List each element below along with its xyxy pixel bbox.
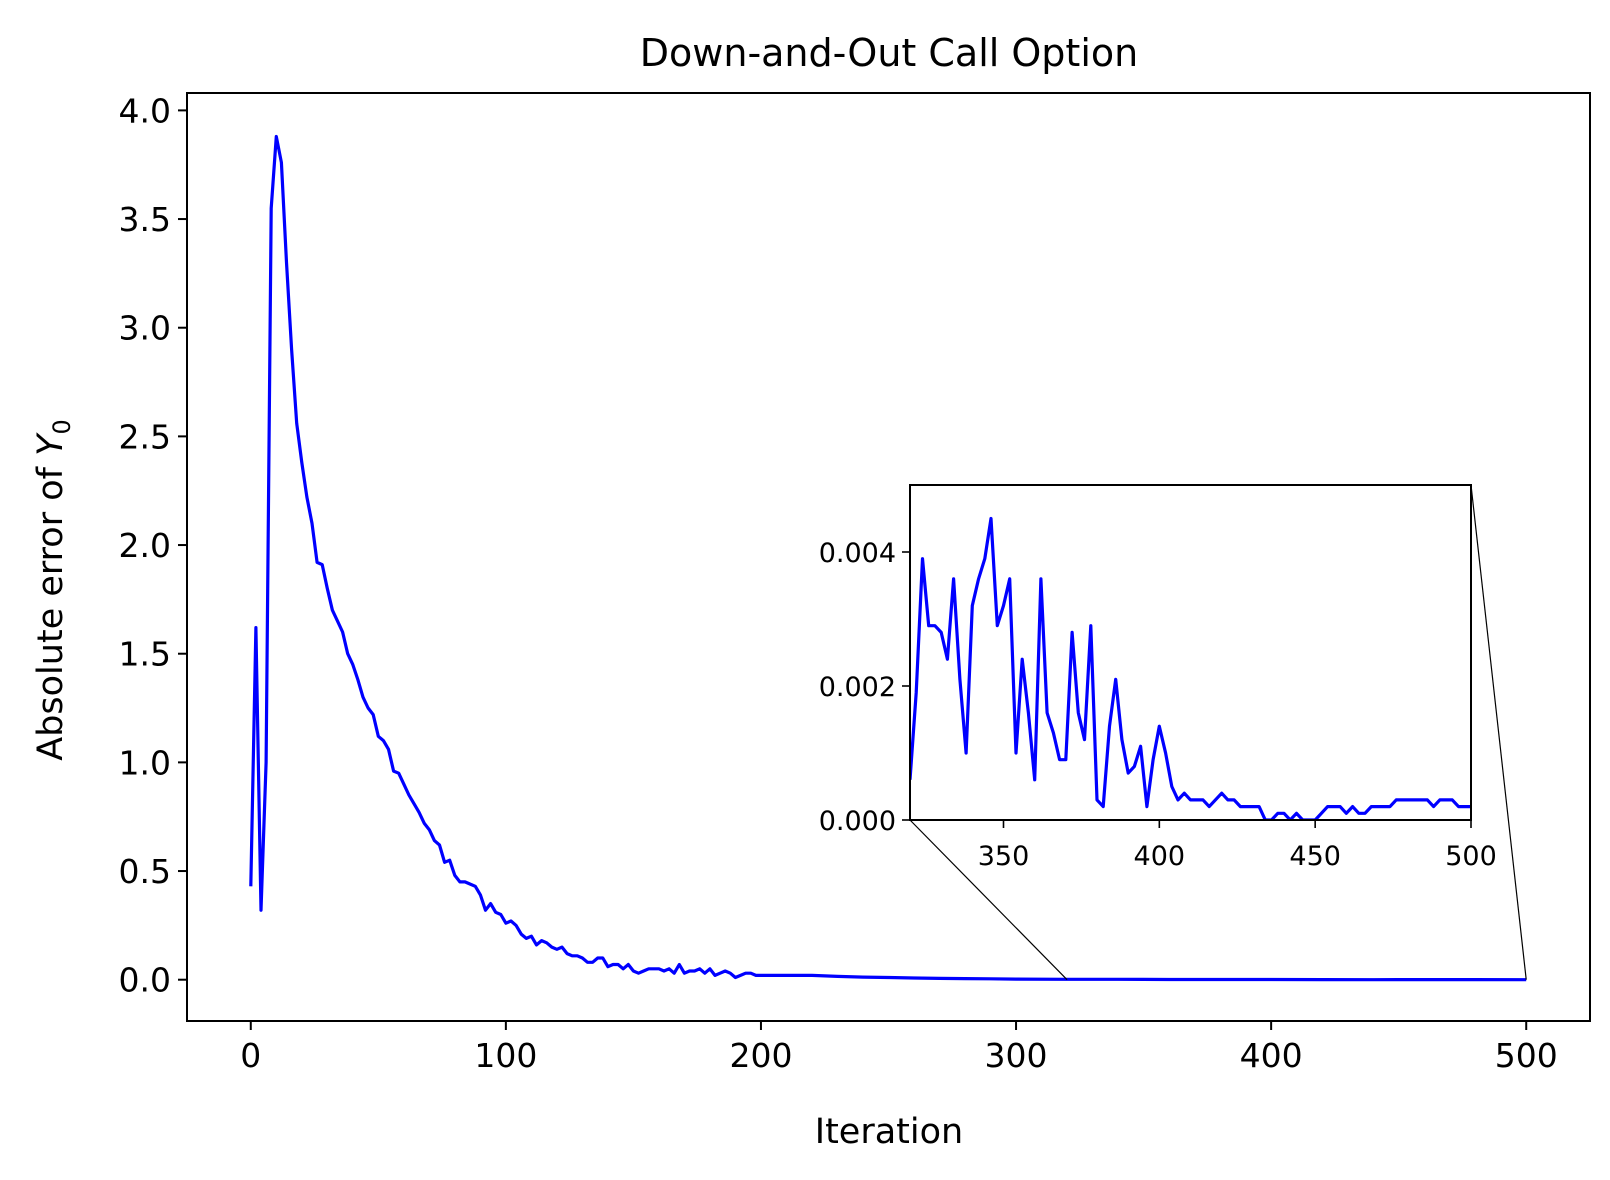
main-plot-area xyxy=(249,134,1527,982)
main-axis-ticks: 0 100 200 300 400 500 0.0 0.5 1.0 1.5 2.0 2.5 3.0 3.5… xyxy=(119,91,1591,1075)
y-axis-label: Absolute error of Y0 xyxy=(31,419,76,761)
y-tick-label: 1.0 xyxy=(119,743,171,782)
inset-axes-frame xyxy=(909,484,1472,821)
inset-x-tick-label: 400 xyxy=(1134,841,1186,872)
chart-title: Down-and-Out Call Option xyxy=(640,31,1138,75)
inset-series-line xyxy=(910,516,1471,820)
x-tick-label: 200 xyxy=(729,1036,792,1075)
y-axis-label-prefix: Absolute error of xyxy=(31,456,71,761)
y-axis-label-symbol: Y xyxy=(31,432,71,456)
y-tick-label: 4.0 xyxy=(119,91,171,130)
inset-y-tick-label: 0.000 xyxy=(819,806,896,837)
x-axis-label: Iteration xyxy=(815,1112,963,1152)
inset-y-tick-label: 0.004 xyxy=(819,538,896,569)
inset-zoom-plot: 350 400 450 500 0.000 0.002 0.004 xyxy=(819,484,1497,872)
main-series-line xyxy=(249,134,1527,982)
y-axis-label-subscript: 0 xyxy=(48,419,76,434)
connector-line-left xyxy=(909,819,1068,981)
y-tick-label: 3.0 xyxy=(119,309,171,348)
connector-line-right xyxy=(1470,484,1527,980)
y-tick-label: 2.5 xyxy=(119,417,171,456)
y-tick-label: 3.5 xyxy=(119,200,171,239)
x-tick-label: 0 xyxy=(240,1036,261,1075)
inset-x-tick-label: 500 xyxy=(1445,841,1497,872)
inset-x-tick-label: 450 xyxy=(1289,841,1341,872)
inset-x-tick-label: 350 xyxy=(978,841,1030,872)
inset-y-tick-label: 0.002 xyxy=(819,672,896,703)
y-tick-label: 1.5 xyxy=(119,635,171,674)
inset-background xyxy=(910,485,1471,820)
y-tick-label: 2.0 xyxy=(119,526,171,565)
x-tick-label: 500 xyxy=(1495,1036,1558,1075)
x-tick-label: 100 xyxy=(474,1036,537,1075)
zoom-connector-lines xyxy=(909,484,1527,981)
y-tick-label: 0.0 xyxy=(119,961,171,1000)
x-tick-label: 400 xyxy=(1240,1036,1303,1075)
x-tick-label: 300 xyxy=(985,1036,1048,1075)
main-axes-frame xyxy=(186,92,1591,1022)
y-tick-label: 0.5 xyxy=(119,852,171,891)
